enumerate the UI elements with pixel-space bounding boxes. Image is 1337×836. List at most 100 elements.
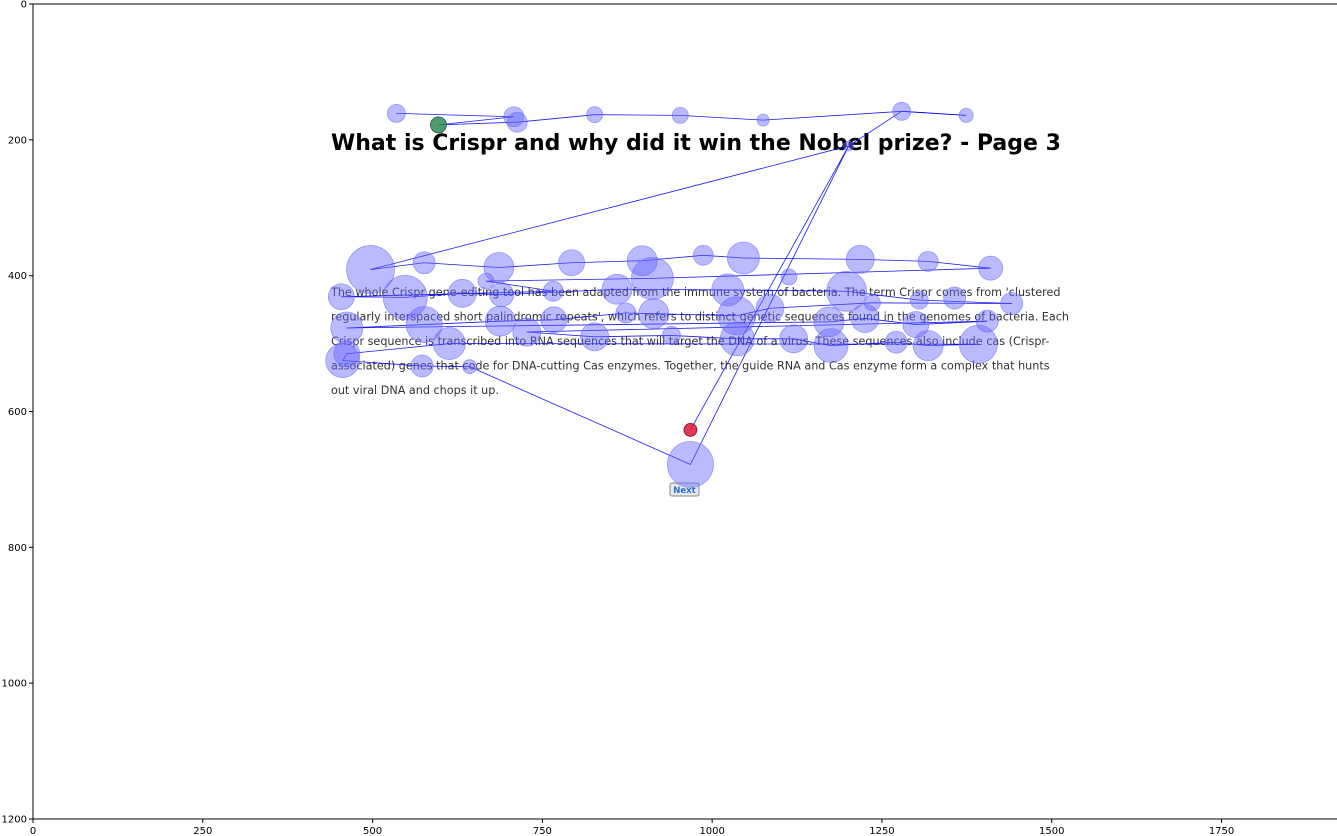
fixation-point xyxy=(586,106,604,124)
fixation-point xyxy=(489,282,515,308)
fixation-point xyxy=(325,343,361,378)
scanpath-segment xyxy=(653,313,737,317)
x-tick-label: 1750 xyxy=(1209,826,1234,836)
scanpath-segment xyxy=(438,121,518,126)
fixation-point xyxy=(943,286,967,310)
stimulus-layer: What is Crispr and why did it win the No… xyxy=(330,131,1069,497)
scanpath-segment xyxy=(424,320,501,325)
fixation-point xyxy=(484,305,516,337)
fixation-point xyxy=(410,354,434,378)
scanpath-segment xyxy=(370,145,849,270)
fixation-point xyxy=(601,273,633,305)
y-tick-label: 1000 xyxy=(2,679,27,690)
scanpath-segment xyxy=(736,307,770,317)
scanpath-segment xyxy=(763,110,902,121)
scanpath-segment xyxy=(860,258,929,262)
fixation-point xyxy=(978,255,1004,281)
x-tick-label: 250 xyxy=(193,826,212,836)
fixation-point xyxy=(917,251,939,272)
paragraph-line: out viral DNA and chops it up. xyxy=(331,384,499,397)
paragraph-line: Crispr sequence is transcribed into RNA … xyxy=(331,335,1049,348)
scanpath-segment xyxy=(617,288,728,291)
next-button[interactable]: Next xyxy=(669,482,700,497)
plot-background xyxy=(33,4,1337,819)
stimulus-title: What is Crispr and why did it win the No… xyxy=(331,131,1061,156)
scanpath-segment xyxy=(501,288,618,296)
fixation-point xyxy=(826,270,868,312)
fixation-point xyxy=(542,280,564,302)
fixation-point xyxy=(813,328,849,364)
fixation-point xyxy=(755,293,785,323)
fixation-point xyxy=(386,103,406,123)
fixation-point xyxy=(662,326,681,345)
scanpath-segment xyxy=(526,331,595,338)
y-tick-label: 200 xyxy=(8,135,27,146)
y-tick-label: 1200 xyxy=(2,815,27,826)
scanpath-segment xyxy=(498,262,572,268)
paragraph-line: associated) genes that code for DNA-cutt… xyxy=(331,360,1050,373)
fixation-point xyxy=(512,317,542,347)
scanpath-segment xyxy=(422,365,470,368)
y-ticks: 0 200 400 600 800 1000 1200 xyxy=(2,0,33,826)
scanpath-segment xyxy=(500,319,554,322)
fixation-point xyxy=(667,441,714,488)
fixation-point xyxy=(558,249,585,277)
scanpath-segment xyxy=(846,290,920,301)
y-tick-label: 800 xyxy=(8,543,27,554)
fixation-point xyxy=(540,306,568,334)
y-tick-label: 600 xyxy=(8,407,27,418)
scanpath-segment xyxy=(652,267,991,279)
x-tick-label: 1000 xyxy=(699,826,724,836)
fixation-point xyxy=(884,330,908,354)
fixation-point xyxy=(975,309,999,333)
scanpath-segment xyxy=(571,260,643,264)
x-tick-label: 750 xyxy=(533,826,552,836)
next-button-label[interactable]: Next xyxy=(673,486,695,496)
y-tick-label: 0 xyxy=(21,0,27,11)
fixation-point xyxy=(711,273,745,307)
scanpath-segment xyxy=(553,312,626,321)
scanpath-segment xyxy=(928,261,991,269)
fixation-point xyxy=(447,278,477,308)
scanpath-segment xyxy=(594,335,672,338)
x-tick-label: 1500 xyxy=(1039,826,1064,836)
fixation-point xyxy=(506,111,528,133)
scanpath-segment xyxy=(342,360,423,367)
x-tick-label: 500 xyxy=(363,826,382,836)
scanpath-segment xyxy=(346,324,425,329)
fixation-point xyxy=(727,241,760,275)
scanpath-segment xyxy=(485,277,653,282)
fixation-point xyxy=(845,244,875,274)
scanpath-segment xyxy=(462,292,502,296)
fixation-point xyxy=(346,245,395,294)
scanpath-segment xyxy=(438,116,514,126)
fixation-point xyxy=(909,290,929,310)
scanpath-segment xyxy=(828,318,866,323)
scanpath-segment xyxy=(405,292,463,298)
fixation-point xyxy=(330,311,364,345)
next-button-box[interactable] xyxy=(669,482,700,497)
fixation-point xyxy=(412,251,436,275)
scanpath-segment xyxy=(396,112,514,118)
fixation-point xyxy=(692,244,714,266)
fixation-point xyxy=(958,107,974,123)
scanpath-segment xyxy=(848,110,902,147)
fixation-points xyxy=(325,101,1024,488)
scanpath-segment xyxy=(594,114,681,116)
fixation-point xyxy=(503,106,525,128)
scanpath-segment xyxy=(526,320,988,333)
scanpath-segment xyxy=(793,338,832,347)
fixation-point xyxy=(779,324,809,354)
scanpath-segment xyxy=(919,299,1012,304)
x-ticks: 0 250 500 750 1000 1250 1500 1750 xyxy=(30,819,1234,836)
fixation-point xyxy=(719,321,755,357)
start-end-markers xyxy=(430,116,698,437)
scanpath-segment xyxy=(671,335,738,340)
scanpath-segment xyxy=(449,343,979,345)
scanpath-segment xyxy=(743,257,861,260)
fixation-point xyxy=(405,306,443,343)
fixation-point xyxy=(843,140,855,152)
start-point xyxy=(430,116,447,134)
